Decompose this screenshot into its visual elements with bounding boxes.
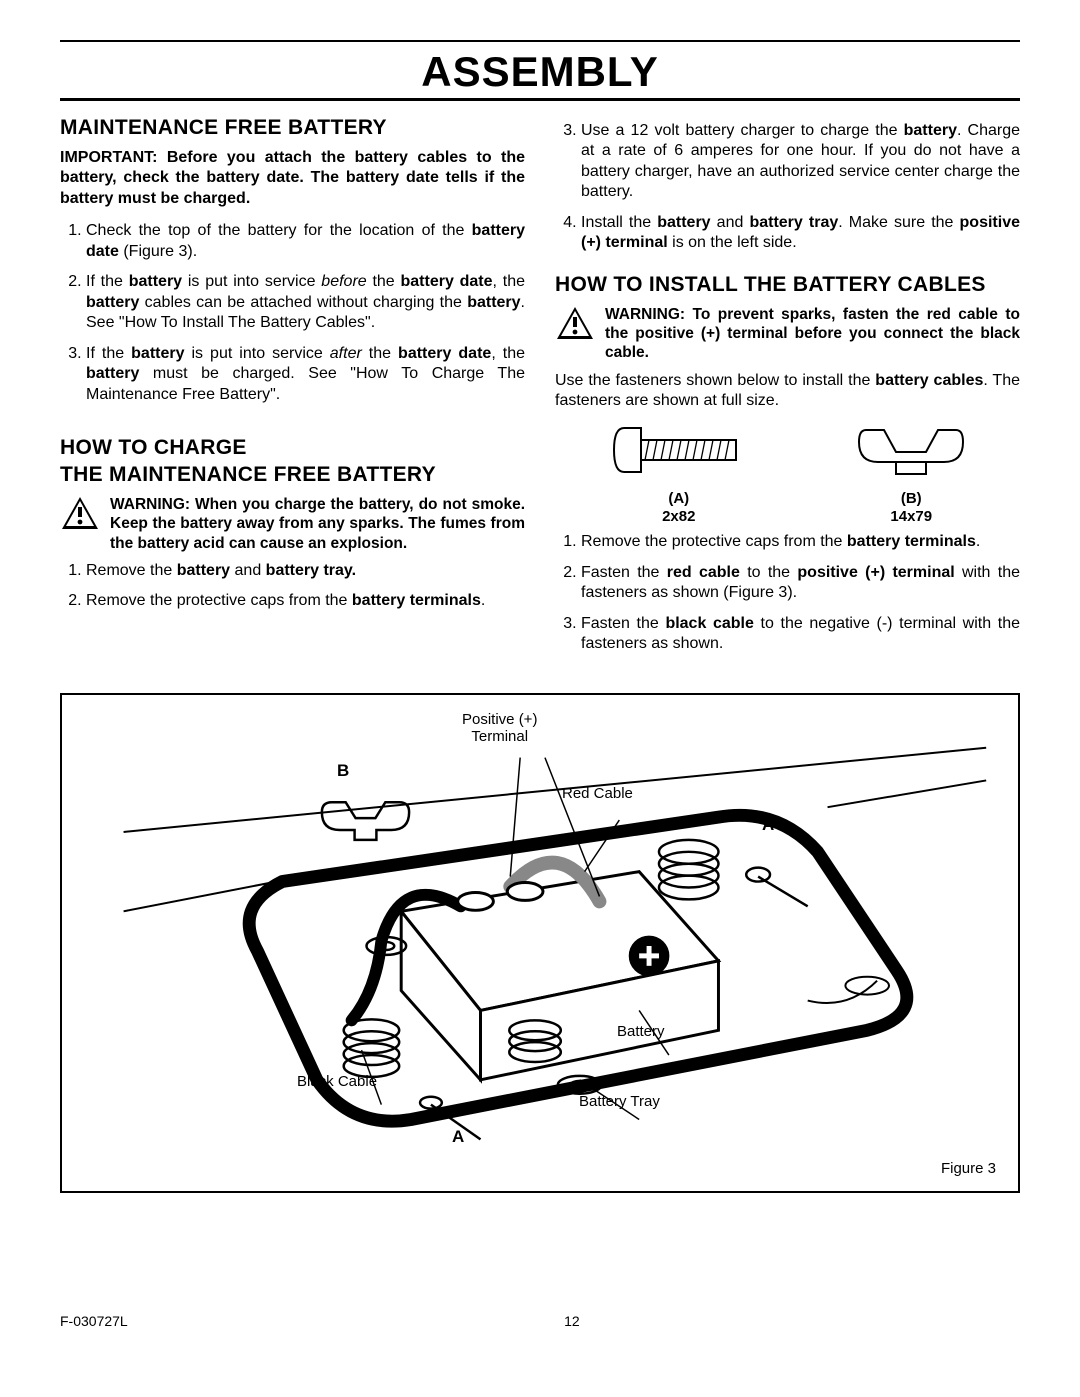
warning-block: WARNING: When you charge the battery, do…	[60, 495, 525, 553]
fastener-a-label: (A)2x82	[609, 490, 749, 526]
maintenance-list: Check the top of the battery for the loc…	[60, 221, 525, 405]
page: ASSEMBLY MAINTENANCE FREE BATTERY IMPORT…	[0, 0, 1080, 1359]
label-positive-terminal: Positive (+)Terminal	[462, 711, 537, 745]
label-A-top: A	[762, 815, 774, 835]
label-black-cable: Black Cable	[297, 1073, 377, 1090]
battery-diagram	[82, 713, 998, 1179]
label-battery: Battery	[617, 1023, 665, 1040]
warning-text: WARNING: To prevent sparks, fasten the r…	[605, 305, 1020, 363]
figure-3: Positive (+)Terminal B Red Cable A Batte…	[60, 693, 1020, 1193]
warning-text: WARNING: When you charge the battery, do…	[110, 495, 525, 553]
list-item: Use a 12 volt battery charger to charge …	[581, 121, 1020, 203]
fastener-wingnut: (B)14x79	[856, 422, 966, 526]
page-footer: F-030727L 12 .	[60, 1313, 1020, 1329]
list-item: Remove the protective caps from the batt…	[86, 591, 525, 611]
title-underline	[60, 98, 1020, 101]
warning-block: WARNING: To prevent sparks, fasten the r…	[555, 305, 1020, 363]
warning-icon	[555, 305, 595, 347]
list-item: Fasten the red cable to the positive (+)…	[581, 563, 1020, 604]
warning-icon	[60, 495, 100, 537]
list-item: Remove the battery and battery tray.	[86, 561, 525, 581]
top-rule	[60, 40, 1020, 42]
bolt-icon	[609, 422, 749, 478]
charge-list: Remove the battery and battery tray. Rem…	[60, 561, 525, 612]
left-column: MAINTENANCE FREE BATTERY IMPORTANT: Befo…	[60, 115, 525, 665]
right-column: Use a 12 volt battery charger to charge …	[555, 115, 1020, 665]
two-column-layout: MAINTENANCE FREE BATTERY IMPORTANT: Befo…	[60, 115, 1020, 665]
page-title: ASSEMBLY	[60, 48, 1020, 96]
doc-number: F-030727L	[60, 1313, 128, 1329]
fastener-diagram-row: (A)2x82 (B)14x79	[555, 422, 1020, 526]
list-item: If the battery is put into service after…	[86, 344, 525, 405]
page-number: 12	[564, 1313, 580, 1329]
fastener-b-label: (B)14x79	[856, 490, 966, 526]
label-battery-tray: Battery Tray	[579, 1093, 660, 1110]
list-item: Install the battery and battery tray. Ma…	[581, 213, 1020, 254]
fastener-bolt: (A)2x82	[609, 422, 749, 526]
fastener-intro: Use the fasteners shown below to install…	[555, 371, 1020, 412]
label-A-bottom: A	[452, 1127, 464, 1147]
label-red-cable: Red Cable	[562, 785, 633, 802]
figure-caption: Figure 3	[941, 1160, 996, 1177]
list-item: If the battery is put into service befor…	[86, 272, 525, 333]
important-note: IMPORTANT: Before you attach the battery…	[60, 148, 525, 209]
install-list: Remove the protective caps from the batt…	[555, 532, 1020, 654]
section-heading-maintenance: MAINTENANCE FREE BATTERY	[60, 115, 525, 142]
list-item: Fasten the black cable to the negative (…	[581, 614, 1020, 655]
section-heading-charge: HOW TO CHARGE THE MAINTENANCE FREE BATTE…	[60, 435, 525, 489]
wingnut-icon	[856, 422, 966, 478]
section-heading-install: HOW TO INSTALL THE BATTERY CABLES	[555, 272, 1020, 299]
list-item: Check the top of the battery for the loc…	[86, 221, 525, 262]
charge-list-continued: Use a 12 volt battery charger to charge …	[555, 121, 1020, 254]
list-item: Remove the protective caps from the batt…	[581, 532, 1020, 552]
label-B: B	[337, 761, 349, 781]
